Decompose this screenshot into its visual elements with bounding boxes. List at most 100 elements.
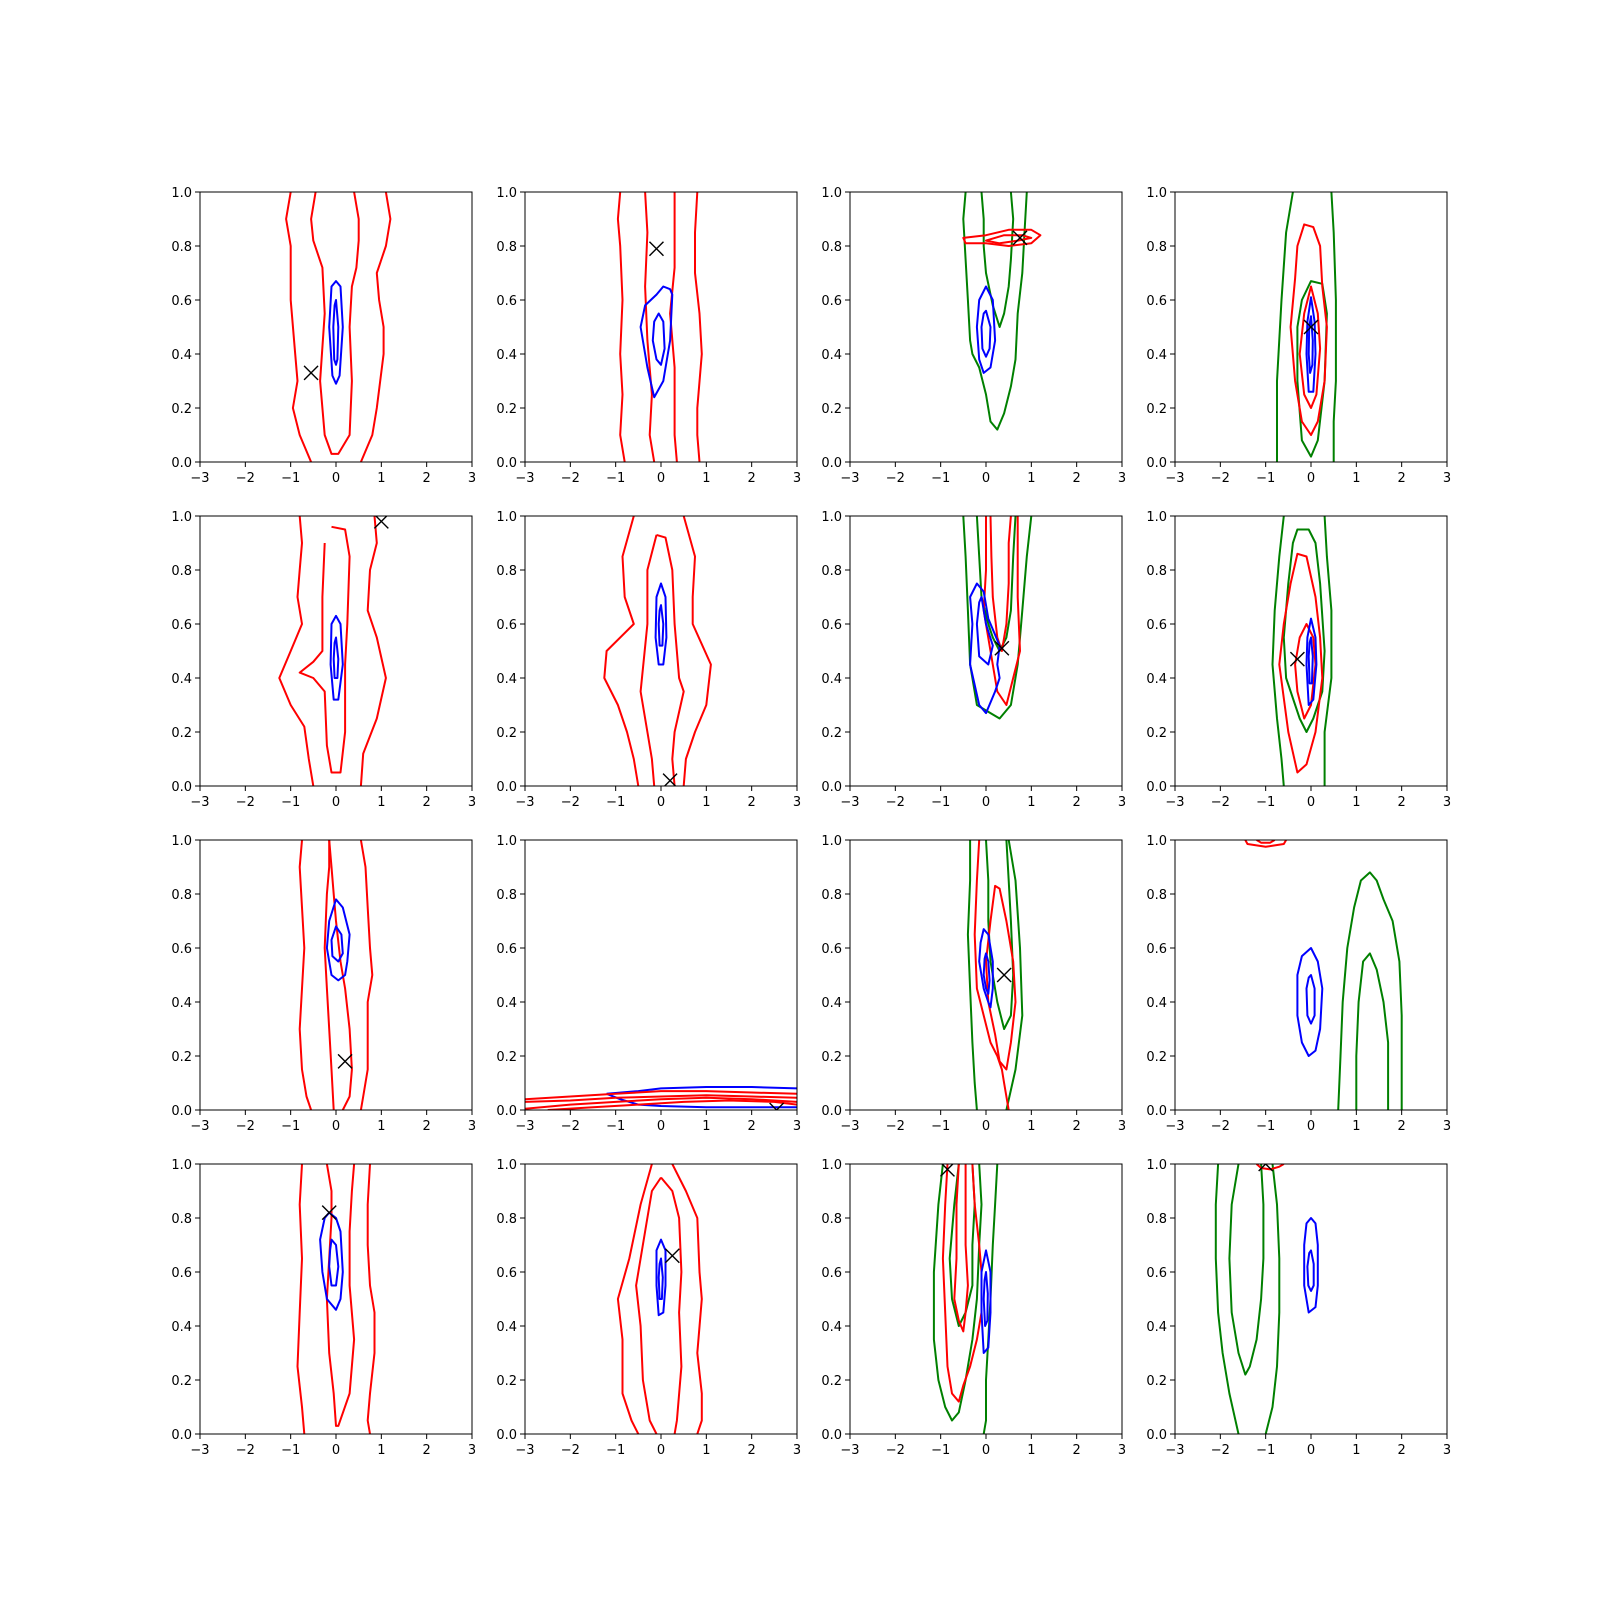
x-tick-label: 0: [1307, 471, 1315, 486]
x-tick-label: 1: [377, 1119, 385, 1134]
axes-frame: [199, 191, 473, 463]
y-tick-label: 0.4: [1146, 996, 1167, 1011]
y-tick-label: 0.6: [496, 942, 517, 957]
x-tick-label: −2: [1211, 1119, 1230, 1134]
x-tick-label: −3: [840, 795, 859, 810]
x-tick-label: 2: [748, 1443, 756, 1458]
x-tick-label: 1: [702, 1443, 710, 1458]
plot-area: [962, 192, 1042, 431]
contour-line-1: [1244, 840, 1287, 848]
x-marker-1: [1303, 319, 1319, 335]
x-marker-1: [321, 1205, 337, 1221]
y-tick-label: 0.4: [821, 1320, 842, 1335]
plot-area: [603, 516, 712, 786]
contour-line-5: [1298, 285, 1322, 409]
contour-line-6: [978, 928, 994, 1009]
contour-line-6: [980, 309, 992, 358]
contour-line-4: [525, 1096, 797, 1110]
plot-area: [1276, 192, 1337, 462]
x-tick-label: 0: [332, 795, 340, 810]
y-tick-label: 0.0: [171, 1428, 192, 1443]
y-tick-label: 0.6: [1146, 294, 1167, 309]
contour-line-1: [298, 840, 313, 1110]
y-tick-label: 0.6: [171, 1266, 192, 1281]
contour-line-1: [616, 1164, 653, 1434]
axes-frame: [199, 839, 473, 1111]
y-tick-label: 0.0: [1146, 1104, 1167, 1119]
contour-line-2: [366, 1164, 376, 1434]
x-tick-label: −1: [606, 471, 625, 486]
plot-area: [525, 1086, 797, 1110]
subplot-r4-c4: −3 −2 −1 0 1 2 3 0.0 0.2 0.4 0.6 0.8 1.0: [1146, 1158, 1451, 1458]
x-tick-label: 2: [1398, 471, 1406, 486]
y-tick-label: 0.8: [496, 564, 517, 579]
x-tick-label: −1: [606, 795, 625, 810]
x-marker-1: [648, 241, 664, 257]
x-tick-label: −2: [886, 1119, 905, 1134]
subplot-r2-c1: −3 −2 −1 0 1 2 3 0.0 0.2 0.4 0.6 0.8 1.0: [171, 510, 476, 810]
x-tick-label: 2: [1073, 1443, 1081, 1458]
axes-frame: [524, 191, 798, 463]
contour-line-7: [982, 1271, 989, 1327]
x-tick-label: −2: [886, 1443, 905, 1458]
contour-line-6: [1305, 974, 1316, 1025]
contour-line-2: [682, 516, 712, 786]
plot-area: [285, 192, 392, 462]
x-marker-1: [994, 640, 1010, 656]
x-tick-label: −2: [236, 471, 255, 486]
x-tick-label: −3: [1165, 471, 1184, 486]
contour-line-4: [328, 280, 344, 385]
contour-line-5: [654, 582, 668, 666]
x-tick-label: −3: [190, 1443, 209, 1458]
contour-line-4: [669, 192, 678, 462]
y-tick-label: 1.0: [821, 1158, 842, 1173]
subplot-r1-c2: −3 −2 −1 0 1 2 3 0.0 0.2 0.4 0.6 0.8 1.0: [496, 186, 801, 486]
x-tick-label: −1: [931, 471, 950, 486]
contour-line-5: [639, 285, 674, 399]
y-tick-label: 0.2: [1146, 1374, 1167, 1389]
y-tick-label: 0.8: [171, 888, 192, 903]
x-tick-label: 2: [423, 1119, 431, 1134]
x-tick-label: 2: [748, 471, 756, 486]
y-tick-label: 1.0: [496, 186, 517, 201]
y-tick-label: 0.4: [171, 1320, 192, 1335]
y-tick-label: 1.0: [171, 834, 192, 849]
plot-area: [298, 840, 374, 1110]
x-tick-label: 2: [1398, 1119, 1406, 1134]
contour-line-1: [296, 1164, 306, 1434]
subplot-r3-c3: −3 −2 −1 0 1 2 3 0.0 0.2 0.4 0.6 0.8 1.0: [821, 834, 1126, 1134]
x-tick-label: 1: [1352, 795, 1360, 810]
y-tick-label: 1.0: [821, 834, 842, 849]
x-tick-label: 2: [748, 1119, 756, 1134]
x-tick-label: 0: [657, 471, 665, 486]
x-tick-label: −1: [1256, 1119, 1275, 1134]
x-marker-1: [664, 1248, 680, 1264]
plot-area: [616, 192, 703, 462]
contour-line-6: [657, 1257, 664, 1300]
subplot-r1-c1: −3 −2 −1 0 1 2 3 0.0 0.2 0.4 0.6 0.8 1.0: [171, 186, 476, 486]
x-tick-label: 0: [657, 795, 665, 810]
contour-line-6: [1305, 617, 1318, 706]
axes-frame: [199, 515, 473, 787]
subplot-r2-c2: −3 −2 −1 0 1 2 3 0.0 0.2 0.4 0.6 0.8 1.0: [496, 510, 801, 810]
contour-line-3: [325, 1164, 356, 1427]
x-tick-label: 3: [468, 471, 476, 486]
y-tick-label: 0.6: [821, 942, 842, 957]
x-tick-label: 3: [1443, 1119, 1451, 1134]
x-marker-1: [996, 967, 1012, 983]
contour-line-3: [1337, 871, 1403, 1110]
y-tick-label: 0.8: [496, 1212, 517, 1227]
axes-frame: [199, 1163, 473, 1435]
x-tick-label: 1: [1027, 1443, 1035, 1458]
x-tick-label: 1: [1027, 795, 1035, 810]
contour-line-3: [962, 228, 1042, 247]
contour-line-5: [332, 299, 340, 366]
y-tick-label: 0.2: [171, 1374, 192, 1389]
x-tick-label: 0: [657, 1443, 665, 1458]
contour-line-4: [941, 1164, 983, 1403]
contour-line-6: [657, 604, 665, 647]
contour-line-2: [606, 1092, 797, 1109]
x-tick-label: 3: [1118, 471, 1126, 486]
y-tick-label: 0.0: [496, 1428, 517, 1443]
contour-line-6: [1305, 296, 1317, 393]
